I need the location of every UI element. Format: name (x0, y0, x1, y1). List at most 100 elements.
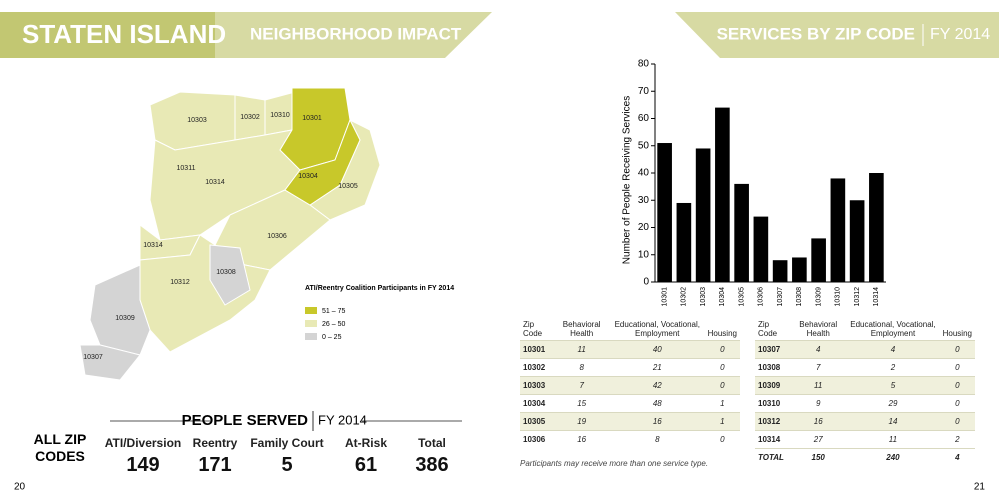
stat-value: 386 (415, 454, 449, 476)
table-row: TOTAL 150 240 4 (755, 448, 975, 466)
y-tick-label: 0 (643, 277, 649, 288)
stat-value: 61 (354, 454, 378, 476)
x-tick-label: 10309 (815, 287, 822, 307)
table-cell: 0 (939, 340, 975, 359)
stat: At-Risk 61 (316, 436, 416, 477)
bar (811, 238, 826, 282)
bar (715, 107, 730, 282)
table-row: 10302 8 21 0 (520, 358, 740, 377)
table: Zip Code Behavioral Health Educational, Vo… (520, 318, 740, 448)
zip-label: 10302 (240, 114, 260, 121)
table-cell: 0 (704, 358, 740, 377)
zip-region (209, 244, 251, 306)
stat: ATI/Diversion 149 (93, 436, 193, 477)
table-cell: 10304 (520, 394, 554, 413)
people-served-title: PEOPLE SERVED (182, 412, 309, 429)
zip-label: 10314 (205, 179, 225, 186)
people-served-subtitle: FY 2014 (318, 412, 367, 427)
table-cell: 8 (553, 358, 610, 377)
zip-label: 10311 (177, 165, 196, 172)
table-cell: 10305 (520, 412, 554, 431)
y-tick-label: 20 (638, 222, 650, 233)
table-cell: 0 (939, 394, 975, 413)
table-cell: 0 (704, 340, 740, 359)
x-tick-label: 10312 (854, 287, 861, 307)
bar (830, 178, 846, 282)
right-banner (675, 12, 999, 58)
bar (869, 173, 884, 282)
table-cell: 11 (846, 430, 940, 449)
zip-label: 10304 (298, 173, 318, 180)
table-cell: 4 (846, 340, 940, 359)
zip-region (79, 344, 141, 381)
stat-value: 5 (281, 454, 293, 476)
x-tick-label: 10304 (719, 287, 726, 307)
table-row: 10308 7 2 0 (755, 358, 975, 377)
y-axis-label: Number of People Receiving Services (622, 96, 633, 264)
column-header: Zip Code (523, 320, 543, 338)
legend-label: 0 – 25 (322, 334, 342, 341)
left-subtitle: NEIGHBORHOOD IMPACT (250, 24, 462, 43)
table-cell: 2 (939, 430, 975, 449)
bar (695, 148, 711, 282)
y-tick-label: 10 (638, 249, 650, 260)
header-row: Zip Code Behavioral Health Educational, Vo… (755, 318, 975, 341)
x-tick-label: 10303 (700, 287, 707, 307)
table-cell: 2 (846, 358, 940, 377)
x-tick-label: 10308 (796, 287, 803, 307)
stat: Total 386 (382, 436, 482, 477)
right-title: SERVICES BY ZIP CODE (717, 24, 915, 43)
table-row: 10307 4 4 0 (755, 340, 975, 359)
stat-label: Family Court (250, 436, 324, 450)
zip-label: 10310 (270, 112, 290, 119)
zip-label: 10312 (170, 279, 190, 286)
x-tick-label: 10305 (738, 287, 745, 307)
row-label: ALL ZIP CODES (34, 431, 87, 464)
table-cell: 0 (704, 430, 740, 448)
stat-value: 149 (126, 454, 160, 476)
table-cell: 21 (609, 358, 705, 377)
legend-label: 26 – 50 (322, 321, 345, 328)
stat-value: 171 (198, 454, 232, 476)
zip-label: 10308 (216, 269, 236, 276)
map-labels: 10303 10302 10310 10301 10311 10314 10304 10305… (83, 112, 358, 361)
stat-label: Reentry (192, 436, 238, 450)
table-cell: 10314 (755, 430, 791, 449)
table-cell: 29 (846, 394, 940, 413)
table-cell: 10310 (755, 394, 791, 413)
x-tick-label: 10314 (873, 287, 880, 307)
bar (792, 257, 807, 282)
table-cell: 4 (939, 448, 975, 466)
table-row: 10312 16 14 0 (755, 412, 975, 431)
table-cell: 10301 (520, 340, 554, 359)
stat: Family Court 5 (237, 436, 337, 477)
zip-region (284, 118, 361, 206)
table-cell: 0 (939, 376, 975, 395)
table-cell: 19 (553, 412, 610, 431)
column-header: Educational, Vocational, Employment (614, 320, 700, 338)
y-tick-label: 30 (638, 195, 650, 206)
bar (734, 183, 749, 282)
stat-label: ATI/Diversion (104, 436, 182, 450)
table-row: 10314 27 11 2 (755, 430, 975, 449)
table-row: 10310 9 29 0 (755, 394, 975, 413)
zip-label: 10303 (187, 117, 207, 124)
y-tick-label: 50 (638, 140, 650, 151)
table-cell: 11 (790, 376, 847, 395)
bar-chart: 0 10 20 30 40 50 60 70 80 10301 10302 10303 10304 103… (638, 59, 884, 307)
table-cell: 7 (790, 358, 847, 377)
bar (849, 200, 865, 282)
table-cell: 10302 (520, 358, 554, 377)
table-cell: 10306 (520, 430, 554, 448)
table-cell: 8 (609, 430, 705, 448)
stat-label: Total (418, 436, 446, 450)
x-tick-label: 10310 (835, 287, 842, 307)
table-cell: 1 (704, 412, 740, 431)
table-row: 10309 11 5 0 (755, 376, 975, 395)
column-header: Housing (707, 329, 737, 338)
table-cell: 10307 (755, 340, 791, 359)
bar (676, 202, 692, 282)
left-banner-dark (0, 12, 215, 58)
